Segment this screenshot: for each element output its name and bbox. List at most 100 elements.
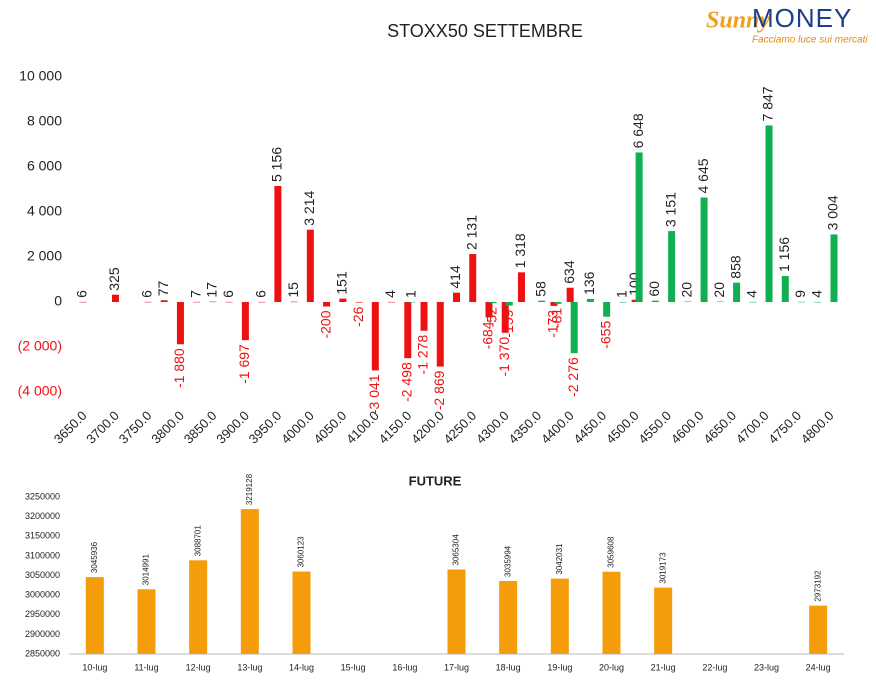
bar: [489, 302, 497, 304]
value-label: 2973192: [813, 570, 822, 602]
logo-name: MONEY: [752, 3, 852, 33]
value-label: 4: [382, 290, 398, 298]
value-label: 58: [532, 281, 548, 297]
y-tick-label: 2 000: [27, 248, 62, 264]
x-tick-label: 4500.0: [603, 408, 642, 447]
value-label: 7 847: [760, 86, 776, 121]
value-label: 20: [711, 282, 727, 298]
bar: [240, 509, 259, 654]
bar: [209, 301, 217, 303]
bar: [809, 605, 828, 654]
x-tick-label: 3750.0: [116, 408, 155, 447]
x-tick-label: 4750.0: [765, 408, 804, 447]
x-tick-label: 3900.0: [213, 408, 252, 447]
bar: [241, 302, 249, 341]
x-tick-label: 4600.0: [668, 408, 707, 447]
bar: [619, 301, 627, 303]
bar: [371, 302, 379, 371]
x-tick-label: 20-lug: [599, 662, 624, 672]
bar: [684, 301, 692, 303]
bar: [651, 300, 659, 302]
bar: [111, 294, 119, 302]
bar: [323, 302, 331, 307]
value-label: 4: [808, 290, 824, 298]
value-label: 3035994: [503, 545, 512, 577]
bar: [292, 571, 311, 654]
bar: [420, 302, 428, 331]
bar: [274, 185, 282, 302]
x-tick-label: 4300.0: [473, 408, 512, 447]
x-tick-label: 4450.0: [570, 408, 609, 447]
value-label: 634: [561, 260, 577, 284]
bar: [355, 302, 363, 303]
y-tick-label: (2 000): [18, 338, 62, 354]
bar: [830, 234, 838, 302]
value-label: 6 648: [630, 113, 646, 148]
value-label: 3065304: [452, 534, 461, 566]
bar: [586, 298, 594, 302]
bar: [654, 587, 673, 654]
y-tick-label: 10 000: [19, 68, 62, 84]
bar: [388, 301, 396, 303]
bar: [339, 298, 347, 302]
x-tick-label: 23-lug: [754, 662, 779, 672]
y-tick-label: 3000000: [25, 590, 60, 600]
value-label: -1 278: [415, 335, 431, 375]
y-tick-label: 2900000: [25, 629, 60, 639]
value-label: -2 276: [565, 357, 581, 397]
bar: [499, 580, 518, 654]
value-label: -3 041: [366, 374, 382, 414]
value-label: -52: [484, 307, 500, 327]
bar: [749, 301, 757, 303]
bar: [485, 302, 493, 318]
y-tick-label: 3200000: [25, 511, 60, 521]
x-tick-label: 3950.0: [246, 408, 285, 447]
x-tick-label: 4000.0: [278, 408, 317, 447]
value-label: 2 131: [463, 215, 479, 250]
bar: [501, 302, 509, 333]
value-label: 6: [252, 290, 268, 298]
value-label: 3088701: [193, 525, 202, 557]
bar: [453, 292, 460, 302]
y-tick-label: 3100000: [25, 550, 60, 560]
value-label: 6: [139, 290, 155, 298]
value-label: -200: [317, 310, 333, 338]
x-tick-label: 13-lug: [237, 662, 262, 672]
bar: [798, 301, 806, 303]
x-tick-label: 3650.0: [51, 408, 90, 447]
value-label: 858: [727, 255, 743, 279]
value-label: -26: [350, 306, 366, 326]
value-label: 1 156: [776, 237, 792, 272]
bar: [603, 302, 611, 317]
x-tick-label: 3700.0: [83, 408, 122, 447]
value-label: -2 869: [431, 370, 447, 410]
bar: [225, 301, 233, 303]
bar: [290, 301, 298, 303]
x-tick-label: 4400.0: [538, 408, 577, 447]
value-label: 3 004: [825, 195, 841, 230]
x-tick-label: 19-lug: [547, 662, 572, 672]
bar: [85, 577, 104, 654]
bar: [566, 287, 574, 302]
y-tick-label: 3150000: [25, 531, 60, 541]
x-tick-label: 22-lug: [702, 662, 727, 672]
value-label: -81: [549, 308, 565, 328]
y-tick-label: 3050000: [25, 570, 60, 580]
bar: [469, 254, 477, 302]
value-label: 3060123: [297, 536, 306, 568]
value-label: 3 151: [662, 192, 678, 227]
value-label: 3045936: [90, 541, 99, 573]
value-label: -173: [545, 310, 561, 338]
value-label: 3014991: [142, 554, 151, 586]
x-tick-label: 15-lug: [341, 662, 366, 672]
bar: [137, 589, 156, 654]
value-label: 1: [402, 290, 418, 298]
value-label: 414: [447, 265, 463, 289]
bar: [554, 302, 562, 304]
bar: [193, 301, 201, 303]
y-tick-label: 2850000: [25, 648, 60, 658]
bar: [160, 300, 168, 302]
x-tick-label: 21-lug: [651, 662, 676, 672]
value-label: -1 880: [171, 348, 187, 388]
bar: [631, 299, 639, 302]
